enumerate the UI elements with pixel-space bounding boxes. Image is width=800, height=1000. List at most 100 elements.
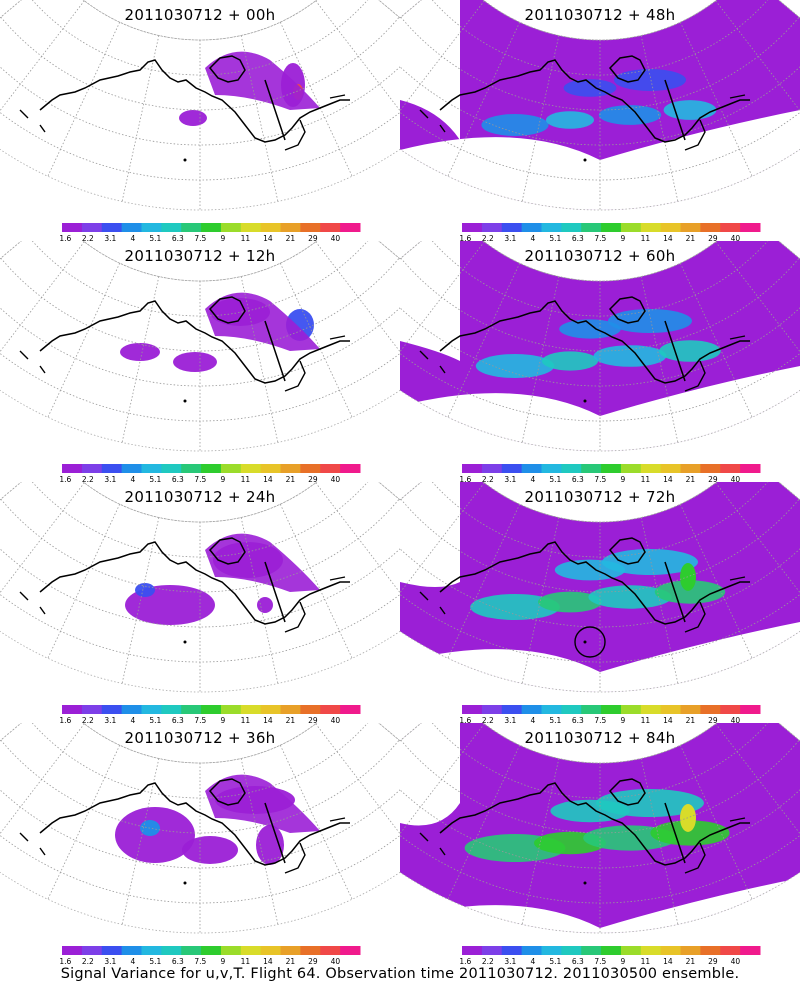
colorbar-label: 6.3	[572, 716, 584, 725]
colorbar-swatch	[101, 464, 123, 473]
colorbar-swatch	[340, 464, 361, 473]
latitude-line	[400, 16, 800, 111]
colorbar: 1.6 2.2 3.1 4 5.1 6.3 7.5 9 11 14 21 29 40	[459, 705, 761, 725]
colorbar-label: 2.2	[82, 475, 94, 484]
colorbar: 1.6 2.2 3.1 4 5.1 6.3 7.5 9 11 14 21 29 40	[59, 464, 361, 484]
coastline	[419, 94, 746, 151]
colorbar-label: 14	[263, 957, 273, 966]
panel-title: 2011030712 + 00h	[124, 6, 276, 24]
colorbar-swatch	[660, 705, 682, 714]
colorbar-label: 11	[641, 957, 651, 966]
variance-map	[400, 241, 800, 452]
panel-title: 2011030712 + 48h	[524, 6, 676, 24]
colorbar-swatch	[121, 946, 142, 955]
colorbar-swatch	[700, 464, 721, 473]
longitude-line	[0, 0, 85, 112]
longitude-line	[0, 241, 85, 353]
colorbar-label: 40	[731, 957, 741, 966]
colorbar-label: 6.3	[172, 957, 184, 966]
coastline	[419, 817, 746, 874]
longitude-line	[640, 758, 679, 925]
colorbar: 1.6 2.2 3.1 4 5.1 6.3 7.5 9 11 14 21 29 40	[59, 946, 361, 966]
colorbar-swatch	[620, 223, 642, 232]
variance-shading	[602, 549, 698, 575]
colorbar-label: 6.3	[572, 475, 584, 484]
longitude-line	[240, 758, 279, 925]
colorbar-label: 7.5	[194, 234, 206, 243]
colorbar-label: 21	[686, 957, 696, 966]
colorbar-label: 40	[731, 716, 741, 725]
colorbar-swatch	[201, 705, 222, 714]
variance-mask	[400, 241, 460, 361]
colorbar-label: 14	[263, 475, 273, 484]
longitude-line	[121, 276, 160, 443]
colorbar-swatch	[280, 946, 301, 955]
colorbar-label: 29	[308, 475, 318, 484]
colorbar-label: 3.1	[504, 475, 516, 484]
longitude-line	[240, 517, 279, 684]
variance-map	[0, 241, 400, 452]
colorbar-label: 6.3	[572, 234, 584, 243]
colorbar-swatch	[561, 705, 582, 714]
colorbar-swatch	[240, 946, 262, 955]
longitude-line	[679, 22, 753, 177]
coastline	[208, 55, 286, 141]
colorbar-swatch	[481, 946, 503, 955]
colorbar-label: 3.1	[504, 234, 516, 243]
latitude-line	[0, 834, 400, 904]
colorbar-label: 2.2	[482, 957, 494, 966]
colorbar-swatch	[501, 946, 523, 955]
longitude-line	[0, 482, 85, 594]
longitude-line	[640, 517, 679, 684]
colorbar-label: 9	[620, 234, 625, 243]
colorbar-swatch	[680, 705, 701, 714]
longitude-line	[679, 263, 753, 418]
longitude-line	[315, 723, 400, 835]
colorbar-label: 21	[686, 716, 696, 725]
colorbar-swatch	[462, 223, 483, 232]
variance-shading	[173, 352, 217, 372]
colorbar-swatch	[161, 464, 182, 473]
colorbar-label: 7.5	[594, 957, 606, 966]
variance-shading	[135, 583, 155, 597]
map-panel-6: 1.6 2.2 3.1 4 5.1 6.3 7.5 9 11 14 21 29 40 2011030712…	[0, 723, 400, 968]
longitude-line	[715, 0, 800, 112]
colorbar-label: 1.6	[59, 234, 71, 243]
colorbar-label: 7.5	[594, 234, 606, 243]
colorbar-label: 6.3	[172, 716, 184, 725]
colorbar-swatch	[240, 464, 262, 473]
colorbar-label: 3.1	[104, 234, 116, 243]
colorbar-swatch	[740, 223, 761, 232]
colorbar-swatch	[81, 223, 103, 232]
colorbar-swatch	[260, 464, 282, 473]
island	[583, 158, 587, 162]
variance-map	[400, 482, 800, 693]
colorbar-swatch	[680, 223, 701, 232]
longitude-line	[715, 723, 800, 835]
colorbar-label: 11	[641, 475, 651, 484]
longitude-line	[0, 723, 85, 835]
colorbar: 1.6 2.2 3.1 4 5.1 6.3 7.5 9 11 14 21 29 40	[59, 705, 361, 725]
colorbar-swatch	[161, 705, 182, 714]
colorbar-label: 7.5	[194, 957, 206, 966]
longitude-line	[315, 241, 400, 353]
map-panel-1: 1.6 2.2 3.1 4 5.1 6.3 7.5 9 11 14 21 29 40 2011030712…	[400, 0, 800, 245]
colorbar-swatch	[640, 223, 662, 232]
figure-caption: Signal Variance for u,v,T. Flight 64. Ob…	[60, 966, 740, 982]
variance-shading	[550, 799, 630, 823]
colorbar-swatch	[541, 705, 562, 714]
variance-shading	[546, 111, 594, 129]
colorbar-swatch	[660, 223, 682, 232]
coastline	[39, 782, 350, 866]
colorbar-label: 1.6	[459, 475, 471, 484]
colorbar-label: 40	[331, 957, 341, 966]
colorbar-swatch	[260, 946, 282, 955]
island	[583, 881, 587, 885]
longitude-line	[240, 276, 279, 443]
colorbar-swatch	[740, 705, 761, 714]
coastline	[208, 537, 286, 623]
colorbar-swatch	[81, 946, 103, 955]
longitude-line	[279, 504, 353, 659]
variance-shading	[205, 533, 320, 592]
island	[583, 399, 587, 403]
